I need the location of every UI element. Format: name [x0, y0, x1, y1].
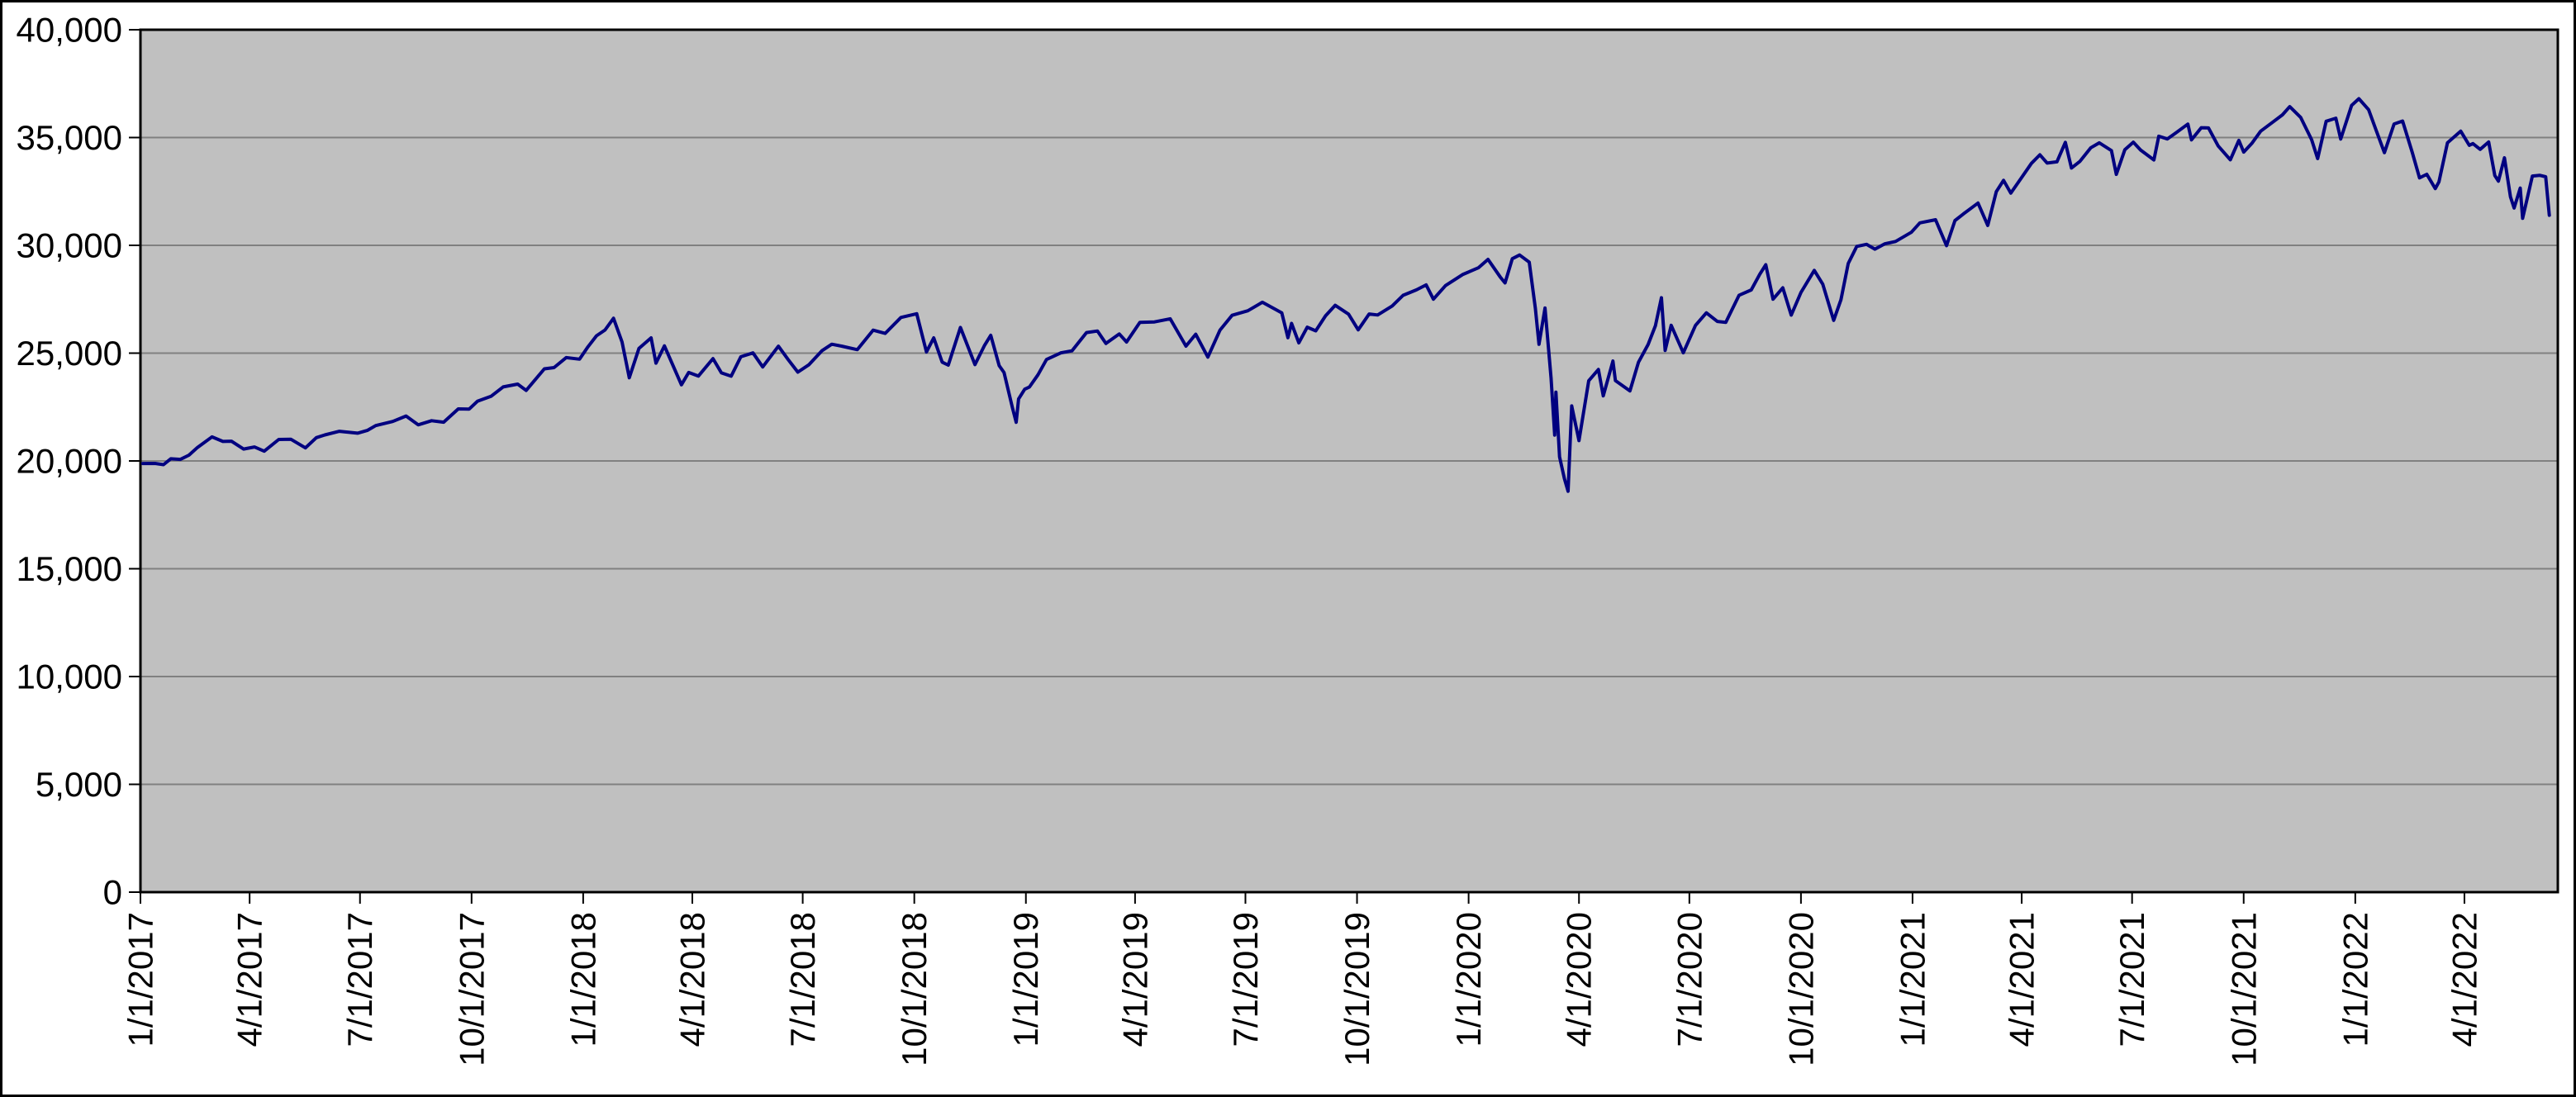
x-axis-label: 1/1/2020 — [1449, 912, 1488, 1047]
x-axis-label: 1/1/2022 — [2336, 912, 2374, 1047]
y-axis-label: 5,000 — [36, 765, 122, 804]
x-axis-label: 10/1/2017 — [452, 912, 491, 1066]
y-axis-label: 25,000 — [17, 334, 122, 373]
x-axis-label: 4/1/2022 — [2445, 912, 2483, 1047]
x-axis-label: 4/1/2018 — [673, 912, 712, 1047]
x-axis-label: 1/1/2019 — [1006, 912, 1045, 1047]
x-axis-label: 4/1/2021 — [2003, 912, 2041, 1047]
y-axis-label: 40,000 — [17, 11, 122, 50]
x-axis-label: 7/1/2021 — [2113, 912, 2151, 1047]
y-axis-label: 0 — [103, 873, 122, 912]
x-axis-label: 10/1/2020 — [1781, 912, 1820, 1066]
y-axis-label: 30,000 — [17, 226, 122, 265]
x-axis-label: 7/1/2018 — [783, 912, 822, 1047]
x-axis-label: 4/1/2019 — [1115, 912, 1154, 1047]
plot-border — [139, 28, 2559, 894]
x-axis-label: 10/1/2019 — [1338, 912, 1376, 1066]
x-axis-label: 7/1/2017 — [340, 912, 379, 1047]
x-axis-label: 7/1/2019 — [1226, 912, 1265, 1047]
y-axis-label: 35,000 — [17, 118, 122, 157]
x-axis-label: 10/1/2021 — [2224, 912, 2263, 1066]
x-axis-label: 10/1/2018 — [895, 912, 934, 1066]
x-axis-label: 1/1/2021 — [1893, 912, 1932, 1047]
x-axis-label: 4/1/2020 — [1560, 912, 1599, 1047]
y-axis-label: 10,000 — [17, 658, 122, 696]
y-axis-label: 15,000 — [17, 549, 122, 588]
x-axis-label: 1/1/2017 — [121, 912, 160, 1047]
y-axis-label: 20,000 — [17, 442, 122, 481]
x-axis-label: 1/1/2018 — [563, 912, 602, 1047]
x-axis-label: 4/1/2017 — [231, 912, 269, 1047]
series-line — [140, 97, 2551, 493]
x-axis-label: 7/1/2020 — [1670, 912, 1709, 1047]
